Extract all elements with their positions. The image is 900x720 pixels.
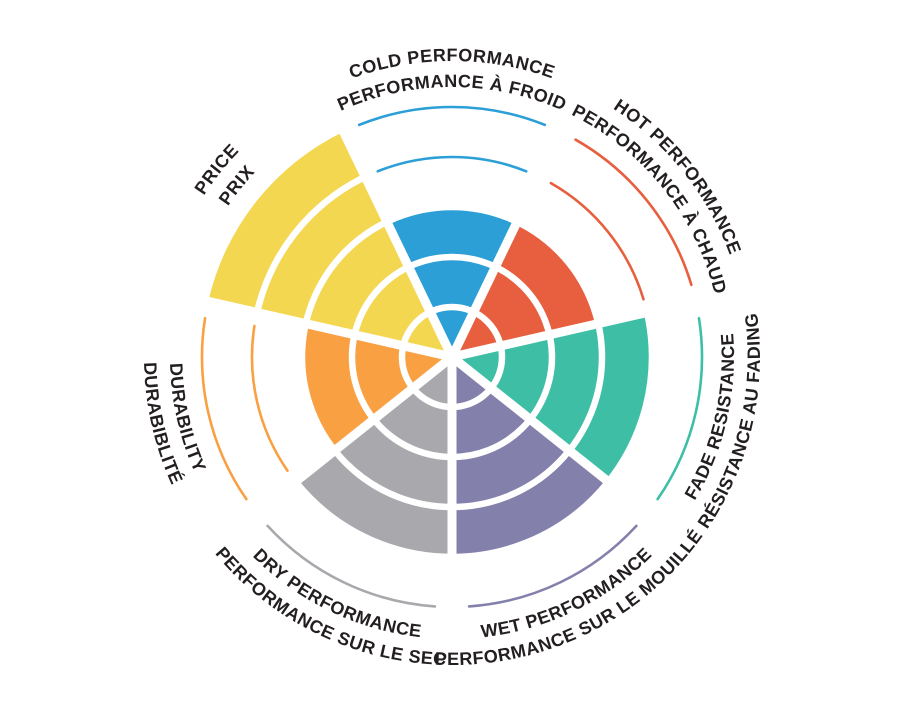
cold-performance-empty-ring-arc-5: [357, 105, 547, 127]
hot-performance-empty-ring-arc-5: [574, 138, 693, 287]
sector-dry-performance: [295, 357, 452, 557]
hot-performance-empty-ring-arc-4: [549, 181, 645, 301]
durability-wedge: [302, 323, 452, 451]
hot-performance-label-outer: HOT PERFORMANCE: [610, 95, 745, 257]
fade-resistance-empty-ring-arc-5: [656, 316, 704, 501]
sector-wet-performance: [452, 357, 609, 557]
dry-performance-empty-ring-arc-5: [266, 524, 437, 608]
sector-divider: [202, 295, 454, 362]
wet-performance-wedge: [452, 357, 609, 557]
cold-performance-empty-ring-arc-4: [376, 155, 528, 173]
price-wedge: [208, 131, 452, 357]
cold-performance-wedge: [386, 206, 518, 357]
sector-divider: [447, 125, 567, 359]
sector-divider: [449, 353, 655, 520]
wet-performance-empty-ring-arc-5: [467, 524, 638, 608]
sector-divider: [450, 295, 702, 362]
sector-divider: [337, 125, 457, 359]
durability-empty-ring-arc-5: [200, 316, 248, 501]
durability-empty-ring-arc-4: [250, 324, 289, 473]
sector-durability: [302, 323, 452, 451]
sector-price: [208, 131, 452, 357]
sector-cold-performance: [386, 206, 518, 357]
dry-performance-wedge: [295, 357, 452, 557]
sector-divider: [249, 353, 455, 520]
